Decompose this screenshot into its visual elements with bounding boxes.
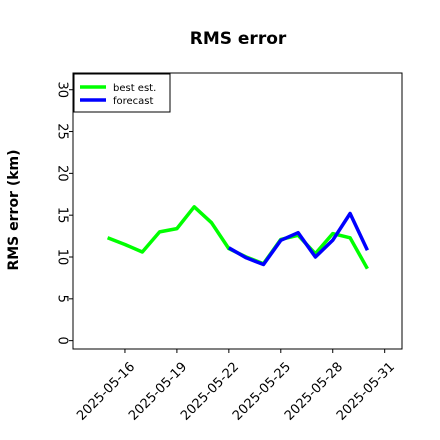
legend-label-forecast: forecast [113, 96, 154, 107]
plot-frame [72, 72, 403, 350]
chart-title: RMS error [190, 29, 287, 49]
series-line-forecast [227, 211, 369, 267]
y-tick-label: 5 [54, 295, 69, 303]
y-axis-ticks: 0 5 10 15 20 25 30 [54, 81, 73, 345]
y-tick-label: 20 [54, 165, 69, 182]
y-tick-label: 30 [54, 81, 69, 98]
legend-box [73, 73, 171, 113]
y-tick-label: 0 [54, 336, 69, 344]
legend: best est. forecast [73, 73, 171, 113]
y-tick-label: 10 [54, 249, 69, 266]
legend-label-best-est: best est. [113, 83, 156, 94]
y-tick-label: 15 [54, 207, 69, 224]
y-axis-label: RMS error (km) [6, 149, 22, 270]
series-layer [106, 205, 369, 270]
y-tick-label: 25 [54, 123, 69, 140]
